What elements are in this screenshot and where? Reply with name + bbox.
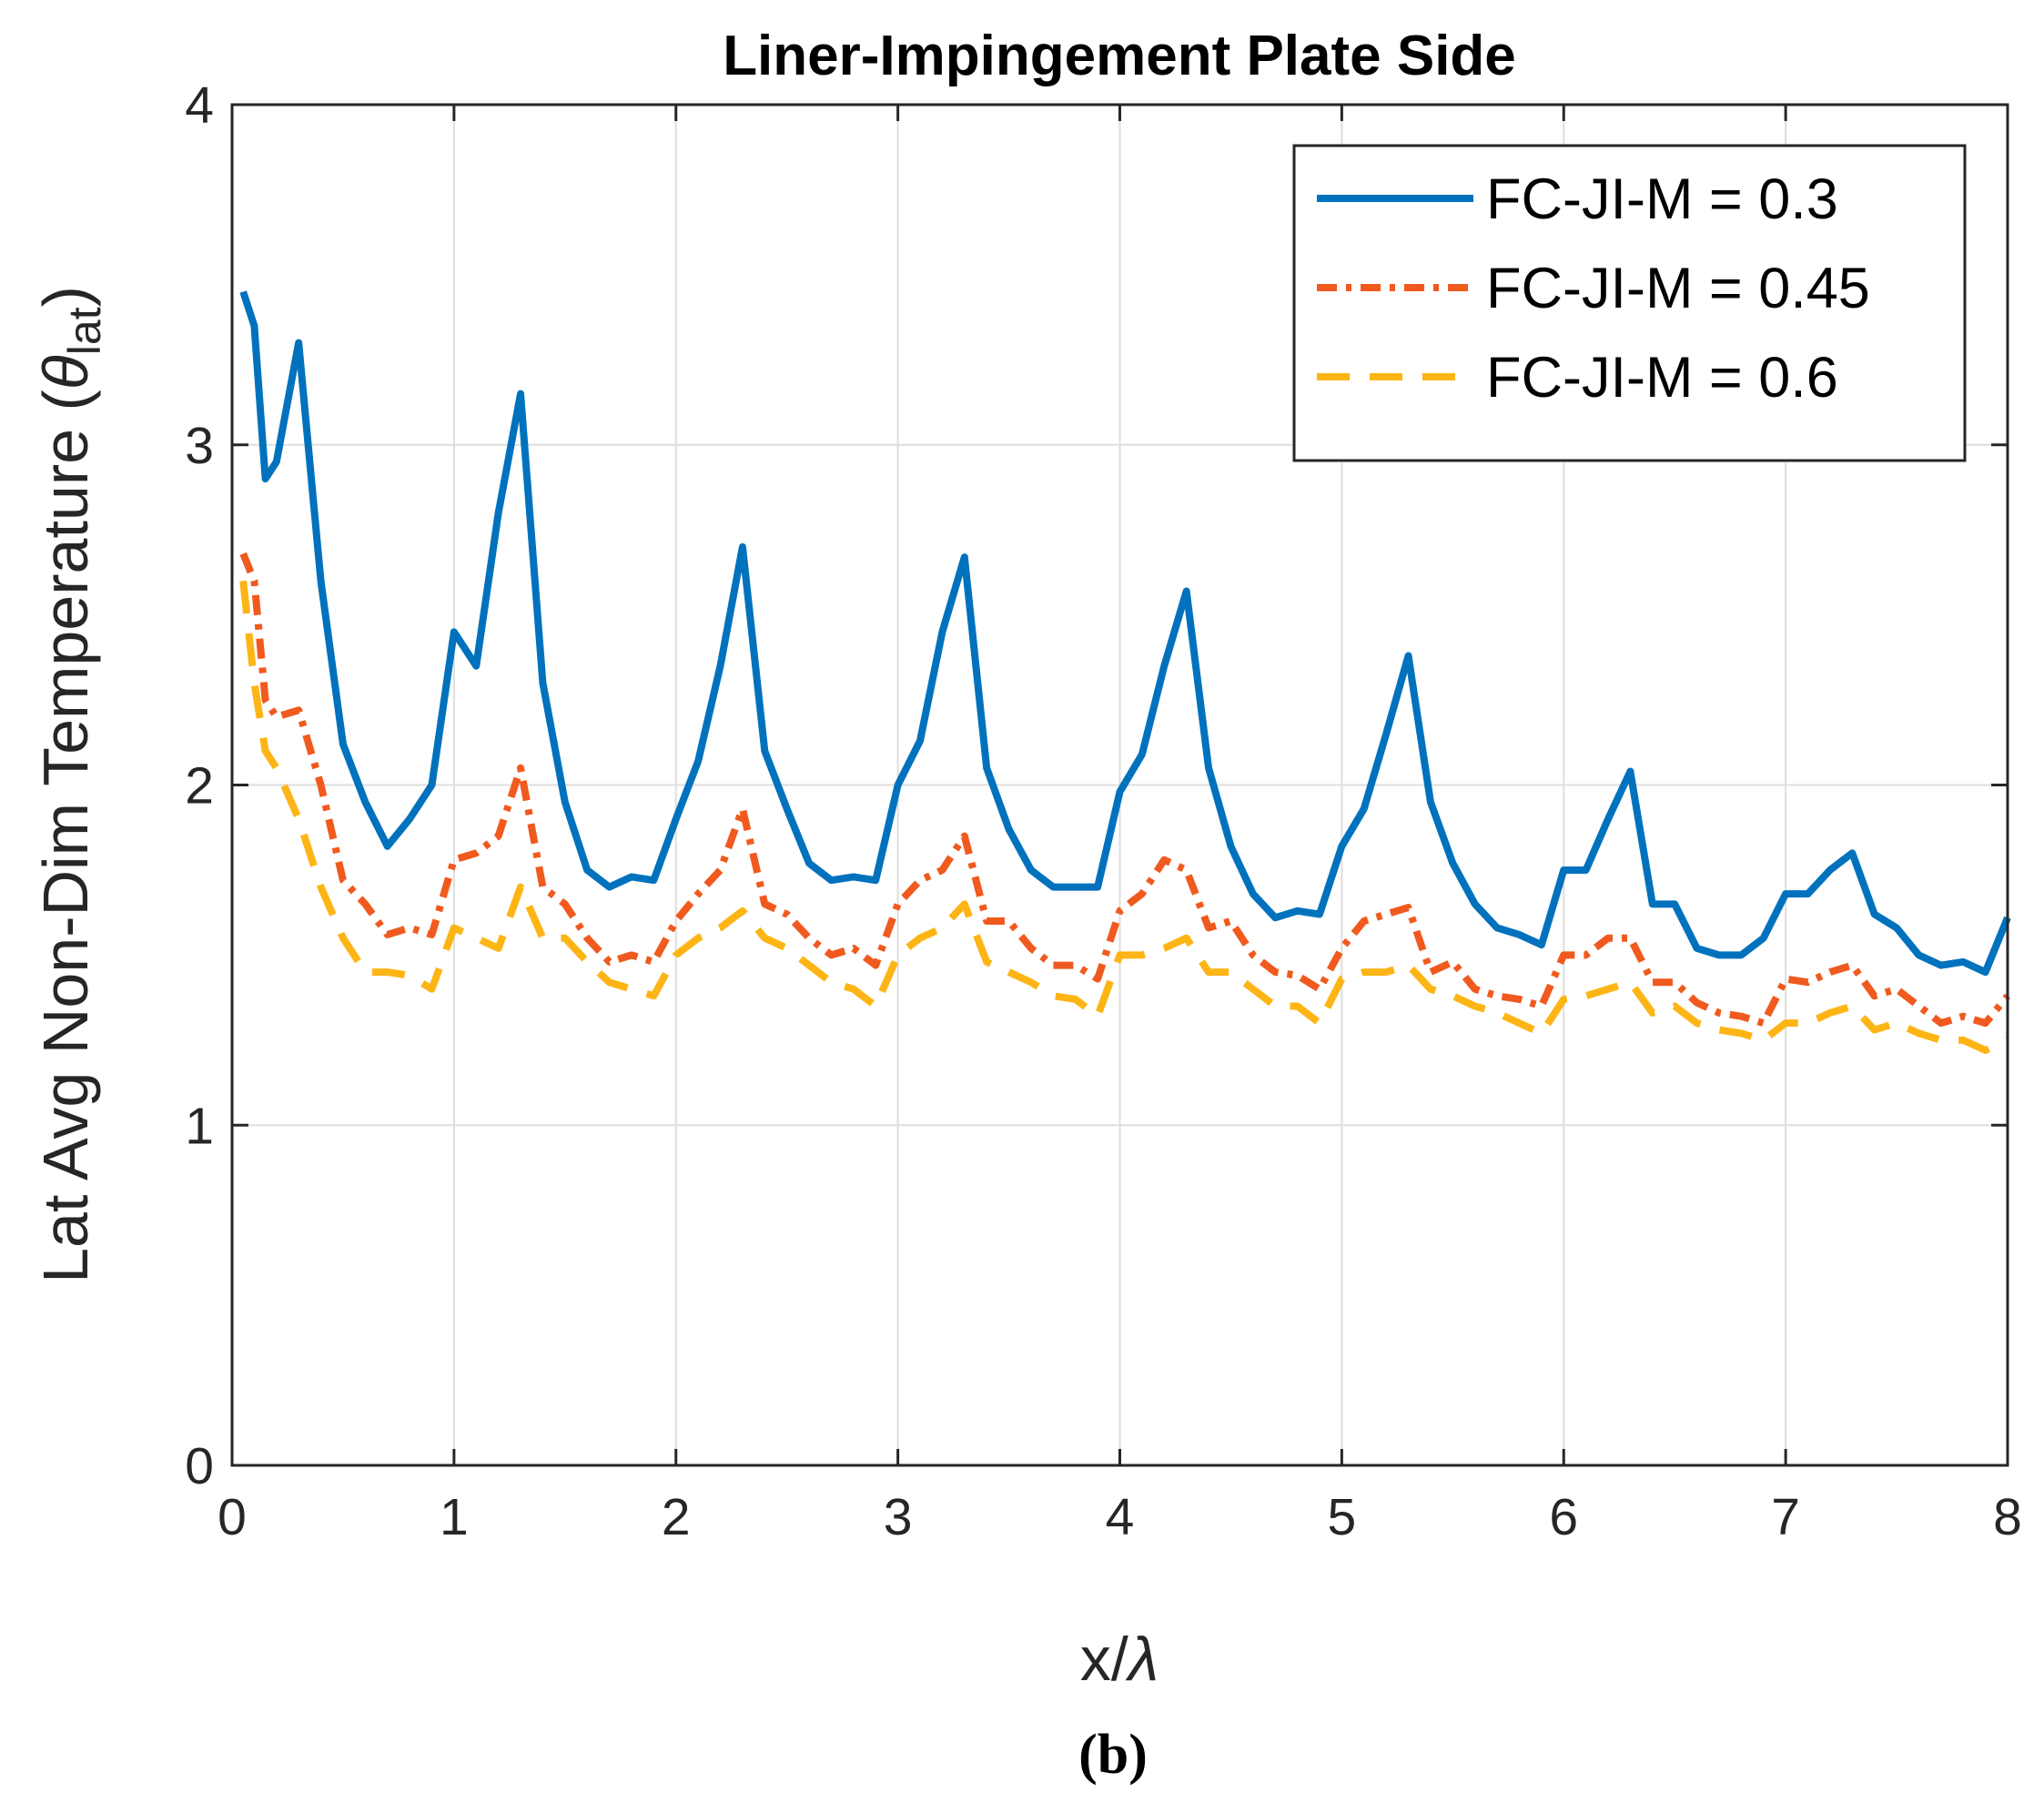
y-tick-label: 0 — [185, 1437, 214, 1495]
x-tick-label: 2 — [662, 1488, 691, 1546]
x-tick-label: 6 — [1549, 1488, 1578, 1546]
x-tick-label: 4 — [1106, 1488, 1135, 1546]
y-tick-label: 3 — [185, 417, 214, 475]
y-tick-label: 2 — [185, 757, 214, 815]
legend-label: FC-JI-M = 0.3 — [1486, 167, 1838, 231]
y-axis-label: Lat Avg Non-Dim Temperature (θlat) — [30, 286, 110, 1283]
y-label-close: ) — [30, 286, 101, 307]
x-axis-label: x/λ — [1080, 1625, 1159, 1694]
y-tick-label: 1 — [185, 1097, 214, 1155]
x-tick-label: 8 — [1993, 1488, 2022, 1546]
chart-title: Liner-Impingement Plate Side — [723, 25, 1516, 87]
x-label-text: x/ — [1080, 1625, 1128, 1694]
series-line — [239, 580, 2009, 1055]
y-tick-label: 4 — [185, 76, 214, 135]
y-label-text: Lat Avg Non-Dim Temperature ( — [30, 390, 101, 1283]
legend: FC-JI-M = 0.3 FC-JI-M = 0.45 FC-JI-M = 0.6 — [1292, 144, 1967, 462]
y-label-subscript: lat — [59, 307, 110, 355]
x-tick-label: 3 — [884, 1488, 913, 1546]
x-label-symbol: λ — [1125, 1625, 1159, 1694]
x-tick-label: 7 — [1771, 1488, 1800, 1546]
y-label-symbol: θ — [30, 355, 101, 390]
legend-label: FC-JI-M = 0.45 — [1486, 257, 1870, 320]
caption: (b) — [1078, 1724, 1148, 1786]
x-tick-label: 5 — [1328, 1488, 1357, 1546]
series-line — [239, 290, 2011, 977]
legend-label: FC-JI-M = 0.6 — [1486, 346, 1838, 410]
x-tick-label: 1 — [440, 1488, 469, 1546]
x-tick-label: 0 — [218, 1488, 247, 1546]
